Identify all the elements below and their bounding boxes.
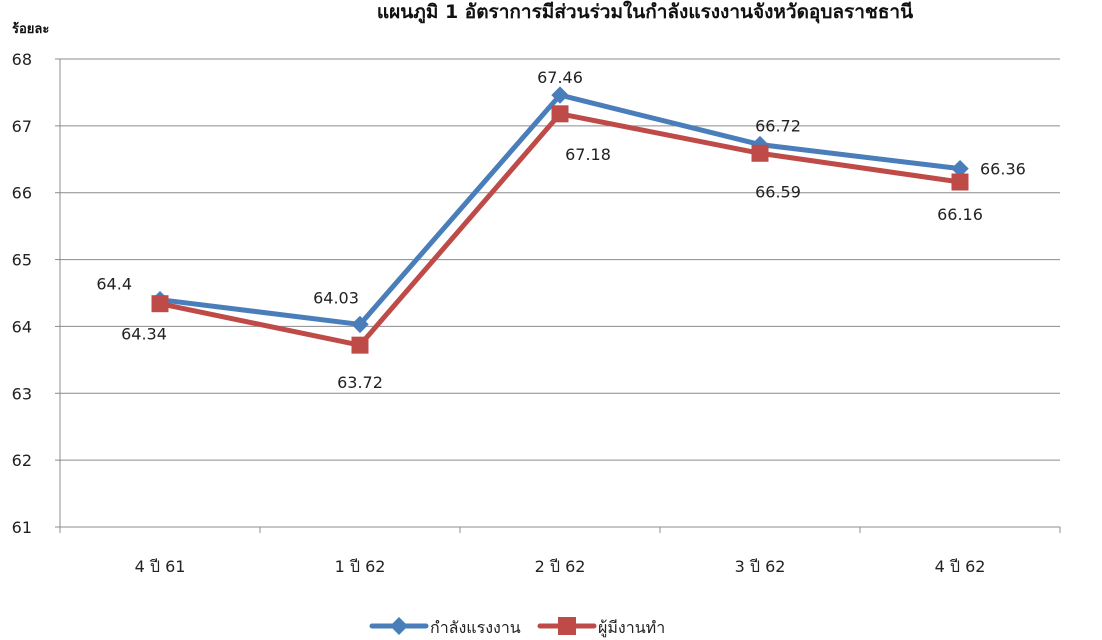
legend-square-marker bbox=[558, 617, 576, 635]
series-layer bbox=[151, 86, 969, 354]
data-point-square bbox=[351, 336, 369, 354]
legend-label: ผู้มีงานทำ bbox=[598, 618, 665, 638]
y-tick-label: 61 bbox=[12, 518, 32, 537]
grid-layer bbox=[60, 58, 1060, 461]
data-label: 67.18 bbox=[565, 145, 611, 164]
axis-layer: 61 62 63 64 65 66 67 68 4 ปี 61 1 ปี 62 2 ปี 62 3 ป… bbox=[12, 50, 1061, 576]
chart-title: แผนภูมิ 1 อัตราการมีส่วนร่วมในกำลังแรงงา… bbox=[377, 0, 913, 24]
y-tick-label: 67 bbox=[12, 117, 32, 136]
data-label-layer: 64.4 64.03 67.46 66.72 66.36 64.34 63.72 67.18 6… bbox=[96, 68, 1025, 392]
legend-diamond-marker bbox=[390, 617, 408, 635]
data-point-square bbox=[551, 105, 569, 123]
series-line-1 bbox=[157, 92, 963, 327]
x-category-label: 2 ปี 62 bbox=[535, 557, 586, 576]
y-tick-label: 64 bbox=[12, 317, 32, 336]
x-category-label: 3 ปี 62 bbox=[735, 557, 786, 576]
data-label: 66.16 bbox=[937, 205, 983, 224]
data-label: 66.72 bbox=[755, 117, 801, 136]
data-label: 64.03 bbox=[313, 288, 359, 307]
data-point-square bbox=[751, 144, 769, 162]
x-category-label: 1 ปี 62 bbox=[335, 557, 386, 576]
legend-label: กำลังแรงงาน bbox=[430, 618, 521, 637]
data-label: 67.46 bbox=[537, 68, 583, 87]
legend: กำลังแรงงาน ผู้มีงานทำ bbox=[369, 617, 665, 638]
y-tick-label: 68 bbox=[12, 50, 32, 69]
data-point-diamond bbox=[551, 86, 569, 104]
y-tick-label: 65 bbox=[12, 251, 32, 270]
x-category-label: 4 ปี 61 bbox=[135, 557, 186, 576]
data-point-square bbox=[951, 173, 969, 191]
data-label: 64.34 bbox=[121, 325, 167, 344]
data-label: 64.4 bbox=[96, 275, 132, 294]
data-point-diamond bbox=[351, 315, 369, 334]
y-tick-label: 62 bbox=[12, 451, 32, 470]
series-line-2 bbox=[157, 111, 963, 348]
y-tick-label: 66 bbox=[12, 184, 32, 203]
data-label: 66.36 bbox=[980, 160, 1026, 179]
y-tick-label: 63 bbox=[12, 384, 32, 403]
x-category-label: 4 ปี 62 bbox=[935, 557, 986, 576]
data-point-square bbox=[151, 295, 169, 313]
y-axis-label: ร้อยละ bbox=[12, 21, 49, 37]
data-label: 66.59 bbox=[755, 182, 801, 201]
data-label: 63.72 bbox=[337, 373, 383, 392]
